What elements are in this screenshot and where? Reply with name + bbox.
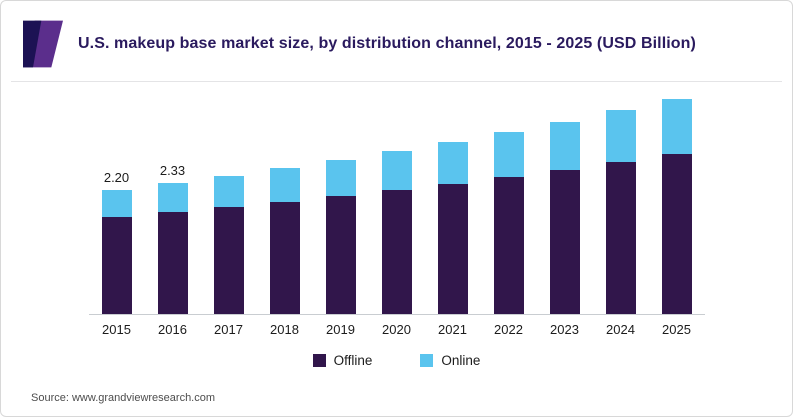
online-segment — [437, 141, 468, 184]
x-axis-label: 2016 — [158, 322, 187, 337]
offline-segment — [157, 212, 188, 314]
x-axis-label: 2023 — [550, 322, 579, 337]
x-axis-label: 2018 — [270, 322, 299, 337]
bar-column-2024 — [593, 110, 649, 314]
bar-column-2022 — [481, 131, 537, 314]
bar-column-2019 — [313, 159, 369, 314]
online-segment — [661, 98, 692, 155]
x-axis-label: 2017 — [214, 322, 243, 337]
online-segment — [269, 167, 300, 202]
offline-segment — [325, 195, 356, 314]
offline-segment — [493, 176, 524, 314]
offline-segment — [605, 162, 636, 314]
online-segment — [213, 175, 244, 208]
online-segment — [325, 159, 356, 196]
offline-segment — [213, 207, 244, 314]
bar-stack — [157, 182, 188, 314]
offline-segment — [549, 170, 580, 314]
legend-item-online: Online — [420, 353, 480, 368]
x-axis-label: 2021 — [438, 322, 467, 337]
bar-value-label: 2.33 — [159, 162, 186, 178]
bar-stack — [381, 150, 412, 314]
bar-column-2016: 2.33 — [145, 163, 201, 314]
x-axis-label: 2025 — [662, 322, 691, 337]
legend-label: Offline — [333, 353, 373, 368]
bars-row: 2.20 2.33 — [88, 90, 705, 315]
bar-column-2015: 2.20 — [89, 170, 145, 314]
source-text: Source: www.grandviewresearch.com — [31, 392, 216, 404]
plot-area: 2.20 2.33 2015 2016 2017 2018 2019 2020 2021 202… — [1, 90, 792, 337]
bar-column-2018 — [257, 167, 313, 314]
legend-item-offline: Offline — [312, 353, 373, 368]
header-divider — [11, 81, 782, 82]
bar-column-2020 — [369, 150, 425, 314]
bar-stack — [661, 98, 692, 314]
offline-segment — [381, 189, 412, 314]
legend-swatch — [420, 354, 434, 367]
online-segment — [381, 150, 412, 190]
x-axis-label: 2022 — [494, 322, 523, 337]
bar-stack — [269, 167, 300, 314]
offline-segment — [269, 201, 300, 314]
bar-column-2025 — [649, 98, 705, 314]
bar-stack — [493, 131, 524, 314]
online-segment — [549, 121, 580, 170]
offline-segment — [661, 154, 692, 314]
bar-column-2021 — [425, 141, 481, 314]
bar-stack — [213, 175, 244, 314]
online-segment — [157, 182, 188, 213]
bar-stack — [325, 159, 356, 314]
bar-stack — [549, 121, 580, 314]
x-axis-label: 2019 — [326, 322, 355, 337]
bar-column-2017 — [201, 175, 257, 314]
x-axis-labels: 2015 2016 2017 2018 2019 2020 2021 2022 2023 2024… — [89, 315, 705, 337]
offline-segment — [101, 217, 132, 314]
online-segment — [493, 131, 524, 177]
chart-title: U.S. makeup base market size, by distrib… — [78, 35, 696, 52]
legend-swatch — [312, 354, 326, 367]
offline-segment — [437, 183, 468, 314]
bar-stack — [605, 110, 636, 314]
chart-header: U.S. makeup base market size, by distrib… — [1, 1, 792, 71]
x-axis-label: 2020 — [382, 322, 411, 337]
chart-legend: Offline Online — [1, 353, 792, 368]
bar-stack — [437, 141, 468, 314]
bar-column-2023 — [537, 121, 593, 314]
brand-flag-icon — [23, 20, 63, 68]
online-segment — [605, 110, 636, 163]
legend-label: Online — [441, 353, 481, 368]
bar-stack — [101, 190, 132, 314]
online-segment — [101, 190, 132, 218]
x-axis-label: 2015 — [102, 322, 131, 337]
x-axis-label: 2024 — [606, 322, 635, 337]
bar-value-label: 2.20 — [103, 170, 130, 186]
